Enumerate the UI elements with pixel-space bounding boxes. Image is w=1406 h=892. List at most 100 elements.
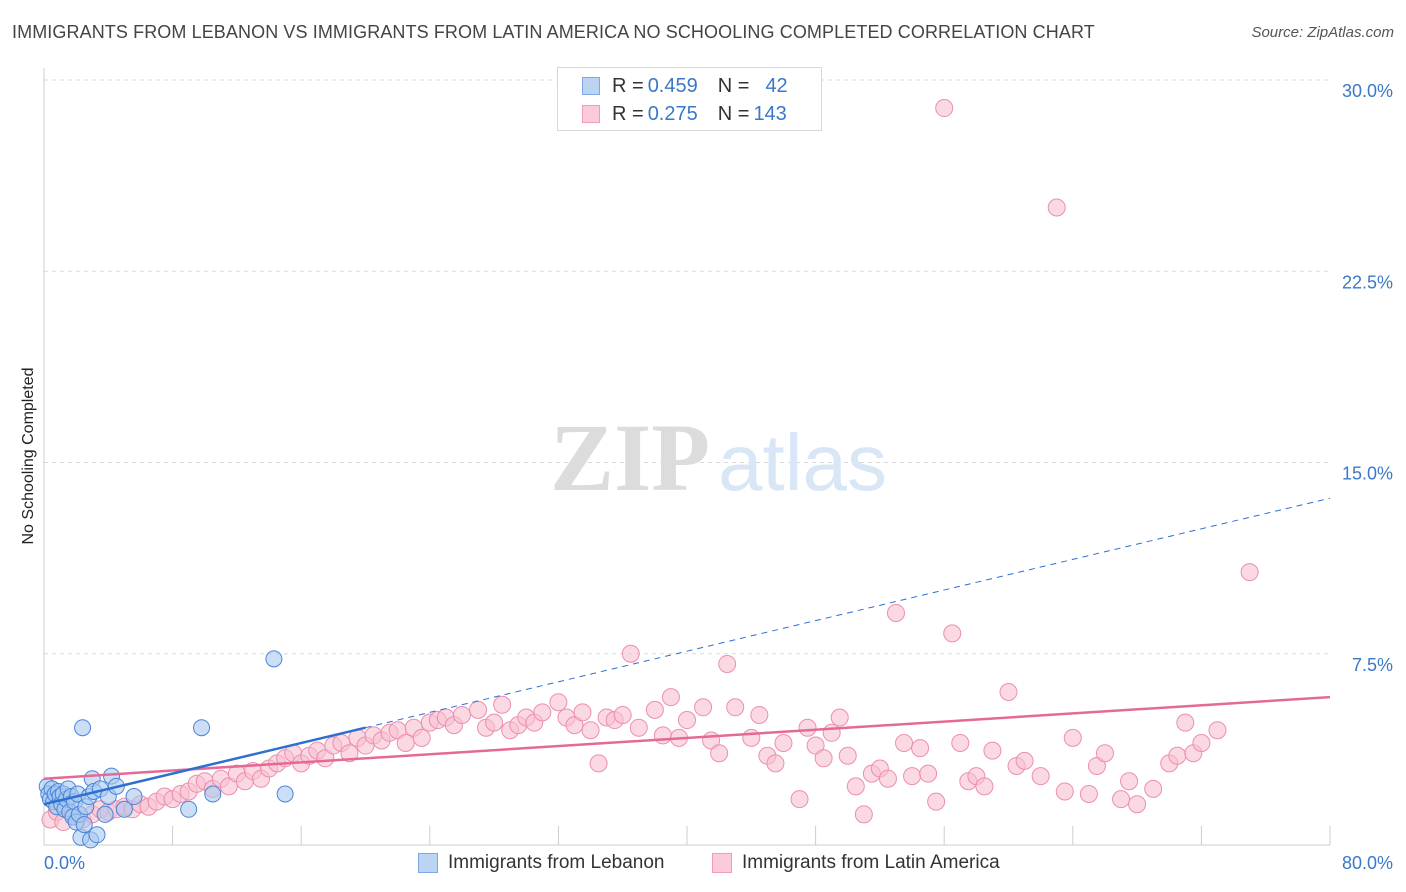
lebanon-point <box>125 788 143 806</box>
latin-america-point <box>653 726 672 745</box>
latin-america-point <box>1128 795 1147 814</box>
latin-america-point <box>1063 728 1082 747</box>
r-value: 0.275 <box>647 102 698 125</box>
latin-america-point <box>1240 563 1259 582</box>
lebanon-trendline-extension <box>365 497 1331 729</box>
y-tick-label: 7.5% <box>1352 655 1393 675</box>
r-value: 0.459 <box>647 74 698 97</box>
latin-america-point <box>1192 734 1211 752</box>
latin-america-point <box>975 777 994 796</box>
x-tick-label: 0.0% <box>44 853 85 873</box>
latin-america-point <box>806 736 825 755</box>
latin-america-point <box>549 693 568 712</box>
latin-america-point <box>710 744 729 763</box>
latin-america-point <box>589 754 608 773</box>
lebanon-point <box>96 805 114 823</box>
latin-america-point <box>565 716 584 735</box>
latin-america-point <box>340 744 359 763</box>
latin-america-point <box>886 603 905 622</box>
latin-america-point <box>533 703 552 722</box>
latin-america-point <box>493 695 512 714</box>
latin-america-point <box>742 728 761 747</box>
latin-america-point <box>999 683 1018 701</box>
latin-america-point <box>621 644 640 663</box>
latin-america-point <box>694 698 713 717</box>
latin-america-point <box>774 734 793 752</box>
latin-america-point <box>790 790 809 809</box>
latin-america-point <box>316 749 335 768</box>
latin-america-point <box>814 749 833 768</box>
x-tick-label: 80.0% <box>1342 853 1393 873</box>
lebanon-swatch <box>582 77 600 95</box>
latin-america-point <box>412 728 431 747</box>
lebanon-point <box>115 800 133 818</box>
latin-america-point <box>219 777 238 796</box>
lebanon-swatch <box>418 853 438 873</box>
lebanon-point <box>180 800 198 818</box>
latin-america-point <box>1087 756 1106 775</box>
latin-america-point <box>1168 746 1187 765</box>
latin-america-point <box>645 700 664 719</box>
latin-america-point <box>1176 713 1195 732</box>
lebanon-point <box>74 719 92 737</box>
latin-america-point <box>846 777 865 796</box>
latin-america-point <box>895 734 914 752</box>
latin-america-point <box>919 764 938 783</box>
latin-america-point <box>1047 198 1066 217</box>
legend-label-latin-america: Immigrants from Latin America <box>742 852 1000 873</box>
n-label: N = <box>717 102 750 125</box>
latin-america-point <box>1015 751 1034 770</box>
grid-lines <box>44 79 1330 655</box>
y-tick-label: 22.5% <box>1342 272 1393 292</box>
latin-america-point <box>1120 772 1139 791</box>
chart-title: IMMIGRANTS FROM LEBANON VS IMMIGRANTS FR… <box>12 22 1095 42</box>
n-value: 42 <box>765 74 788 97</box>
latin-america-point <box>718 654 737 673</box>
latin-america-point <box>927 792 946 811</box>
lebanon-point <box>193 719 211 737</box>
latin-america-point <box>726 698 745 717</box>
latin-america-point <box>629 718 648 737</box>
latin-america-point <box>798 718 817 737</box>
legend-row-lebanon: R = 0.459 N = 42 <box>582 74 788 98</box>
latin-america-swatch <box>582 105 600 123</box>
correlation-legend: R = 0.459 N = 42 R = 0.275 N = 143 <box>557 67 822 131</box>
r-label: R = <box>612 102 644 125</box>
lebanon-point <box>204 785 222 803</box>
latin-america-point <box>1055 782 1074 801</box>
latin-america-point <box>878 769 897 788</box>
axes <box>43 68 1331 846</box>
latin-america-point <box>830 708 849 727</box>
latin-america-point <box>581 721 600 740</box>
lebanon-point <box>75 816 93 834</box>
latin-america-point <box>573 703 592 722</box>
latin-america-point <box>822 723 841 742</box>
r-label: R = <box>612 74 644 97</box>
latin-america-point <box>1079 785 1098 803</box>
latin-america-point <box>1031 767 1050 786</box>
latin-america-point <box>452 705 471 724</box>
latin-america-point <box>469 700 488 719</box>
trendlines <box>43 497 1331 806</box>
latin-america-point <box>750 705 769 724</box>
lebanon-points <box>38 650 294 849</box>
latin-america-point <box>1208 721 1227 740</box>
legend-item-latin-america: Immigrants from Latin America <box>712 852 1000 874</box>
watermark: ZIP atlas <box>550 404 887 511</box>
n-value: 143 <box>753 102 787 125</box>
latin-america-trendline <box>43 695 1331 780</box>
latin-america-point <box>678 711 696 730</box>
legend-row-latin-america: R = 0.275 N = 143 <box>582 102 787 126</box>
latin-america-swatch <box>712 853 732 873</box>
latin-america-point <box>1112 790 1131 809</box>
y-tick-label: 30.0% <box>1342 81 1393 101</box>
latin-america-point <box>911 739 930 758</box>
latin-america-point <box>1095 744 1114 763</box>
lebanon-point <box>276 785 294 803</box>
series-legend: Immigrants from Lebanon Immigrants from … <box>0 852 1406 878</box>
latin-america-point <box>854 805 873 824</box>
latin-america-point <box>903 767 922 786</box>
latin-america-points <box>41 99 1259 832</box>
latin-america-point <box>935 99 954 118</box>
